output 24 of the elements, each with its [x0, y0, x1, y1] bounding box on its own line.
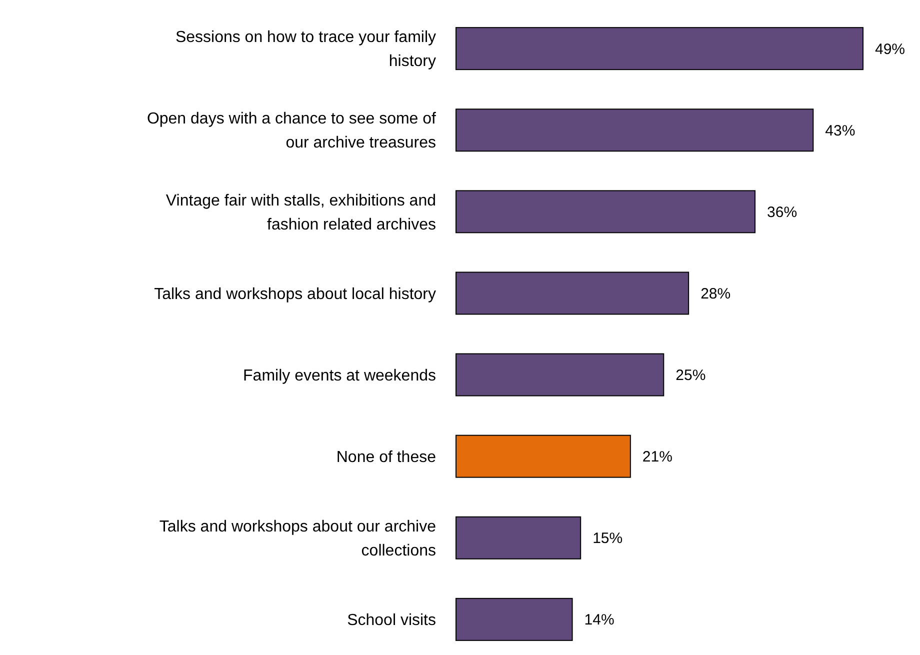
- bar: [456, 434, 631, 478]
- data-label: 43%: [825, 122, 856, 140]
- y-tick-label: Talks and workshops about local history: [154, 286, 436, 303]
- bar: [456, 516, 582, 560]
- y-tick-label: School visits: [347, 612, 436, 630]
- bar: [456, 27, 864, 70]
- data-label: 25%: [676, 367, 706, 384]
- data-label: 14%: [584, 612, 614, 629]
- data-label: 49%: [875, 40, 906, 58]
- data-label: 36%: [767, 204, 798, 221]
- data-label: 28%: [700, 285, 731, 302]
- data-label: 15%: [592, 530, 623, 548]
- y-tick-label: Talks and workshops about our archive collections: [159, 518, 436, 560]
- y-tick-label: Open days with a chance to see some of our archive treasures: [146, 110, 437, 152]
- y-tick-label: None of these: [336, 448, 436, 466]
- bar: [456, 272, 690, 315]
- y-tick-label: Vintage fair with stalls, exhibitions and fashion related archives: [166, 192, 436, 234]
- y-tick-label: Sessions on how to trace your family history: [175, 29, 436, 70]
- bar: [456, 190, 756, 234]
- bar: [456, 353, 664, 396]
- bar: [456, 598, 573, 641]
- y-tick-label: Family events at weekends: [243, 367, 436, 384]
- bar: [456, 108, 814, 152]
- data-label: 21%: [642, 448, 672, 466]
